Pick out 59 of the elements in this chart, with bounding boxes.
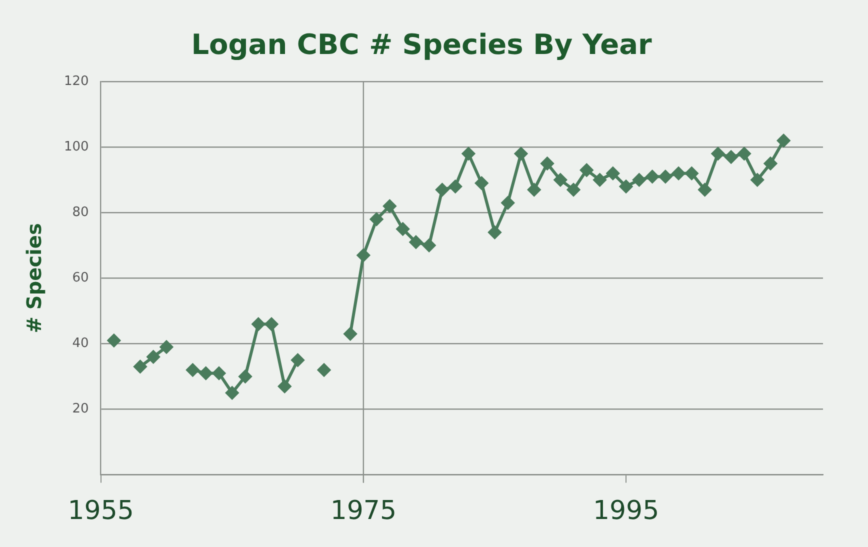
point [370,212,384,226]
point [672,166,686,180]
point [620,180,633,193]
point [226,386,239,400]
point [238,370,252,383]
point [738,147,751,160]
point [528,183,541,196]
y-axis-title: # Species [22,223,46,334]
x-tick-label: 1975 [330,496,397,526]
point [344,327,357,340]
point [777,134,790,148]
y-tick-label: 60 [72,270,89,286]
y-tick-label: 20 [72,402,89,417]
point [658,170,672,184]
point [514,147,528,160]
point [580,164,594,177]
point [698,183,712,196]
point [606,166,620,180]
point [593,173,606,186]
y-tick-label: 80 [72,205,89,220]
point [199,366,212,380]
point [356,248,370,262]
point [488,226,502,239]
point [318,363,331,376]
y-tick-label: 40 [72,336,89,352]
point [501,196,514,210]
point [291,354,304,367]
point [186,363,200,376]
y-tick-label: 100 [64,140,89,155]
point [750,173,764,186]
point [212,366,226,380]
point [409,236,422,249]
point [383,200,396,213]
point [448,180,462,193]
point [422,238,436,252]
chart-title: Logan CBC # Species By Year [191,28,652,62]
point [475,176,488,190]
point [265,318,278,331]
point [462,147,475,160]
point [252,318,265,331]
point [711,147,724,160]
y-tick-label: 120 [64,74,89,89]
point [436,183,449,196]
point [160,340,173,354]
point [554,173,567,186]
point [646,170,659,184]
point [724,150,738,164]
point [146,350,160,364]
x-tick-label: 1995 [592,496,660,526]
point [567,183,580,196]
point [107,334,120,347]
x-tick-label: 1955 [68,496,134,526]
point [540,157,554,170]
point [764,157,777,170]
point [632,173,646,186]
point [134,360,147,374]
point [685,166,698,180]
point [278,380,292,393]
point [396,222,410,236]
